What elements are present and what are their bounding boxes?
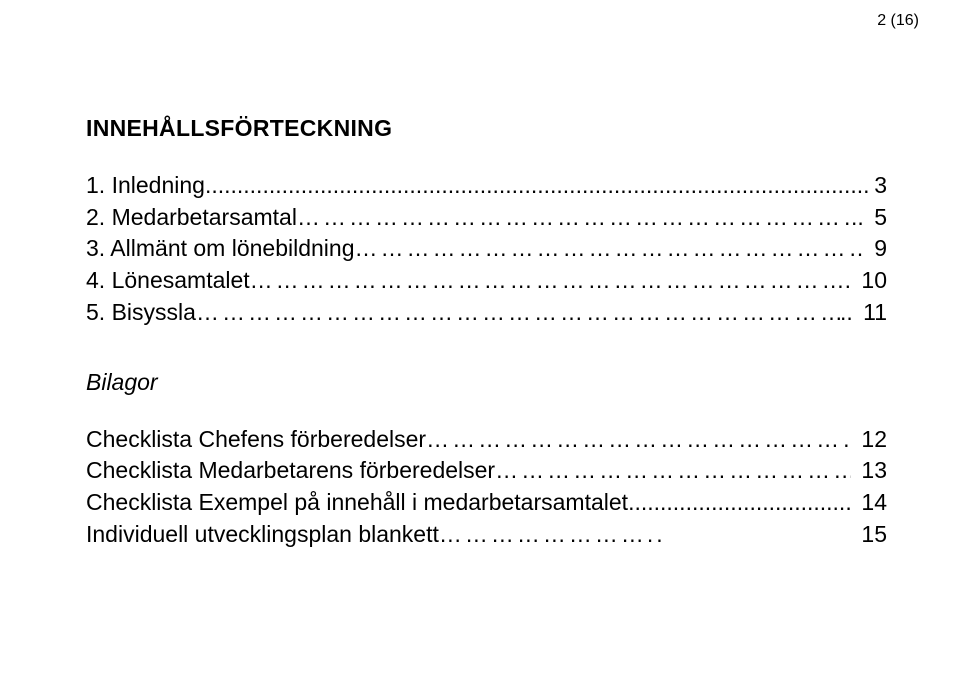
toc-leader (250, 265, 845, 297)
toc-page-number: 11 (863, 299, 887, 325)
toc-leader (439, 519, 858, 551)
toc-page-number: 10 (861, 267, 887, 293)
toc-page: 13 (851, 455, 887, 487)
toc-page-number: 13 (861, 457, 887, 483)
toc-page: 5 (864, 202, 887, 234)
toc-entry-inledning: 1. Inledning 3 (86, 170, 887, 202)
toc-leader (196, 297, 840, 329)
toc-page-number: 12 (861, 426, 887, 452)
toc-leader (205, 170, 870, 202)
toc-title: 5. Bisyssla (86, 297, 196, 329)
toc-leader (355, 233, 864, 265)
section-gap (86, 329, 887, 369)
toc-page-number: 14 (861, 489, 887, 515)
toc-leader (297, 202, 851, 234)
toc-entry-lonebildning: 3. Allmänt om lönebildning 9 (86, 233, 887, 265)
toc-page-number: 5 (874, 204, 887, 230)
toc-heading: INNEHÅLLSFÖRTECKNING (86, 115, 887, 142)
toc-trailing: .. (851, 202, 864, 234)
toc-leader (426, 424, 851, 456)
toc-title: Checklista Medarbetarens förberedelser (86, 455, 495, 487)
toc-page: 9 (864, 233, 887, 265)
content-block: INNEHÅLLSFÖRTECKNING 1. Inledning 3 2. M… (86, 115, 887, 551)
toc-title: Individuell utvecklingsplan blankett (86, 519, 439, 551)
toc-title: 3. Allmänt om lönebildning (86, 233, 355, 265)
toc-leader (628, 487, 851, 519)
toc-entry-chefens: Checklista Chefens förberedelser 12 (86, 424, 887, 456)
page: 2 (16) INNEHÅLLSFÖRTECKNING 1. Inledning… (0, 0, 959, 695)
bilagor-subheading: Bilagor (86, 369, 887, 396)
toc-entry-individuell: Individuell utvecklingsplan blankett 15 (86, 519, 887, 551)
toc-page: 3 (870, 170, 887, 202)
toc-entry-lonesamtalet: 4. Lönesamtalet . 10 (86, 265, 887, 297)
toc-entry-medarbetarens: Checklista Medarbetarens förberedelser 1… (86, 455, 887, 487)
toc-trailing: .. (840, 297, 853, 329)
toc-page: 14 (851, 487, 887, 519)
toc-entry-medarbetarsamtal: 2. Medarbetarsamtal .. 5 (86, 202, 887, 234)
toc-leader (495, 455, 851, 487)
toc-entry-bisyssla: 5. Bisyssla .. 11 (86, 297, 887, 329)
toc-page: 11 (853, 297, 887, 329)
toc-page: 10 (851, 265, 887, 297)
toc-title: Checklista Exempel på innehåll i medarbe… (86, 487, 628, 519)
toc-page-number: 9 (874, 235, 887, 261)
toc-page: 15 (857, 519, 887, 551)
toc-page: 12 (851, 424, 887, 456)
page-number: 2 (16) (877, 12, 919, 30)
toc-title: 1. Inledning (86, 170, 205, 202)
toc-title: 2. Medarbetarsamtal (86, 202, 297, 234)
toc-entry-exempel: Checklista Exempel på innehåll i medarbe… (86, 487, 887, 519)
toc-title: 4. Lönesamtalet (86, 265, 250, 297)
toc-title: Checklista Chefens förberedelser (86, 424, 426, 456)
